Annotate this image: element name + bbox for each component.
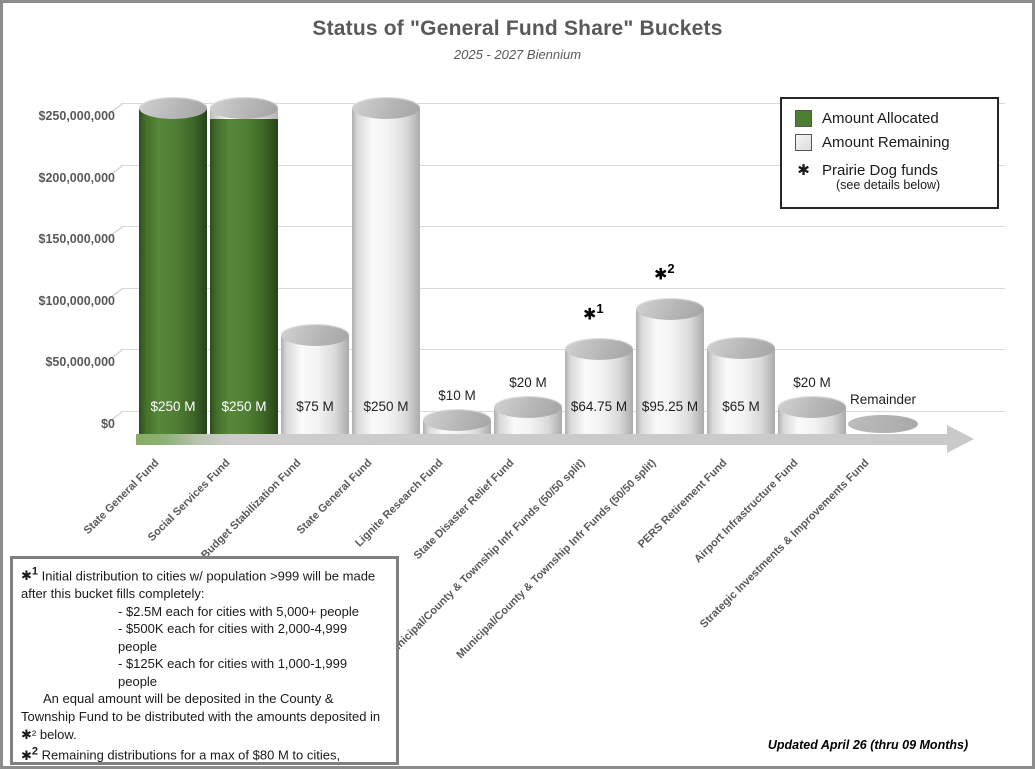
gridline (121, 226, 1005, 227)
gridline (121, 288, 1005, 289)
prairie-dog-star: ✱1 (583, 301, 604, 324)
baseline-arrow (136, 434, 948, 445)
legend: Amount Allocated Amount Remaining ✱ Prai… (780, 97, 999, 209)
bar-value-label: $250 M (363, 399, 409, 414)
bar-cylinder (281, 335, 349, 444)
bar-cylinder (352, 108, 420, 444)
gridline (121, 103, 1005, 104)
bar-value-label: $250 M (221, 399, 267, 414)
bar-value-label: $75 M (296, 399, 334, 414)
bar-cylinder-top (210, 97, 278, 119)
y-axis-label: $50,000,000 (45, 355, 115, 369)
bar-cylinder-top (352, 97, 420, 119)
remaining-swatch-icon (795, 134, 812, 151)
footnote-2-text: Remaining distributions for a max of $80… (21, 747, 365, 766)
bar-value-label: $20 M (793, 375, 831, 390)
y-axis-label: $150,000,000 (38, 232, 115, 246)
chart-title: Status of "General Fund Share" Buckets (312, 17, 723, 40)
bar-cylinder-top (281, 324, 349, 346)
bar-cylinder-top (494, 396, 562, 418)
bar-value-label: Remainder (849, 392, 917, 407)
bar-cylinder-top (636, 298, 704, 320)
baseline-arrow-head (947, 425, 974, 453)
bullet-line: - $500K each for cities with 2,000-4,999… (118, 621, 348, 654)
bar-cylinder-top (565, 338, 633, 360)
updated-timestamp: Updated April 26 (thru 09 Months) (767, 738, 969, 752)
bar-cylinder-top (707, 337, 775, 359)
footnote-1-text: Initial distribution to cities w/ popula… (21, 568, 376, 601)
footnote-2: ✱2 Remaining distributions for a max of … (21, 743, 388, 766)
footnote-1-continuation: An equal amount will be deposited in the… (21, 691, 381, 742)
category-label: State General Fund (81, 457, 162, 537)
legend-sub-label: (see details below) (836, 178, 941, 192)
bar-value-label: $10 M (438, 388, 476, 403)
legend-label: Amount Remaining (822, 134, 950, 151)
legend-item-prairie-dog: ✱ Prairie Dog funds (795, 161, 997, 180)
footnote-1-bullets: - $2.5M each for cities with 5,000+ peop… (21, 603, 388, 691)
bar-cylinder-top (139, 97, 207, 119)
bar-value-label: $20 M (509, 375, 547, 390)
bar-value-label: $95.25 M (641, 399, 699, 414)
legend-item-allocated: Amount Allocated (795, 110, 997, 127)
bar-cylinder (210, 108, 278, 444)
bar-cylinder (565, 349, 633, 444)
footnote-box: ✱1 Initial distribution to cities w/ pop… (10, 556, 399, 766)
empty-bucket-ellipse (848, 415, 918, 433)
chart-subtitle: 2025 - 2027 Biennium (453, 47, 582, 62)
bar-value-label: $250 M (150, 399, 196, 414)
bar-cylinder-top (423, 409, 491, 431)
bar-cylinder (139, 108, 207, 444)
footnote-1: ✱1 Initial distribution to cities w/ pop… (21, 564, 388, 603)
gridline (121, 349, 1005, 350)
bar-cylinder (636, 309, 704, 444)
legend-label: Prairie Dog funds (822, 161, 938, 179)
bar-value-label: $65 M (722, 399, 760, 414)
asterisk-icon: ✱2 (21, 745, 39, 763)
asterisk-icon: ✱1 (21, 566, 39, 584)
gridline (121, 411, 1005, 412)
y-axis-label: $100,000,000 (38, 294, 115, 308)
y-axis-label: $0 (101, 417, 115, 431)
y-axis-label: $250,000,000 (38, 109, 115, 123)
allocated-swatch-icon (795, 110, 812, 127)
legend-label: Amount Allocated (822, 110, 939, 127)
legend-item-remaining: Amount Remaining (795, 134, 997, 151)
category-label: Strategic Investments & Improvements Fun… (697, 457, 872, 631)
bar-value-label: $64.75 M (570, 399, 628, 414)
bar-cylinder-top (778, 396, 846, 418)
prairie-dog-star: ✱2 (654, 261, 675, 284)
bullet-line: - $125K each for cities with 1,000-1,999… (118, 656, 348, 689)
category-label: State General Fund (294, 457, 375, 537)
asterisk-icon: ✱ (797, 162, 810, 179)
bullet-line: - $2.5M each for cities with 5,000+ peop… (118, 603, 360, 619)
gridline (121, 165, 1005, 166)
bar-cylinder (707, 348, 775, 444)
y-axis-label: $200,000,000 (38, 171, 115, 185)
